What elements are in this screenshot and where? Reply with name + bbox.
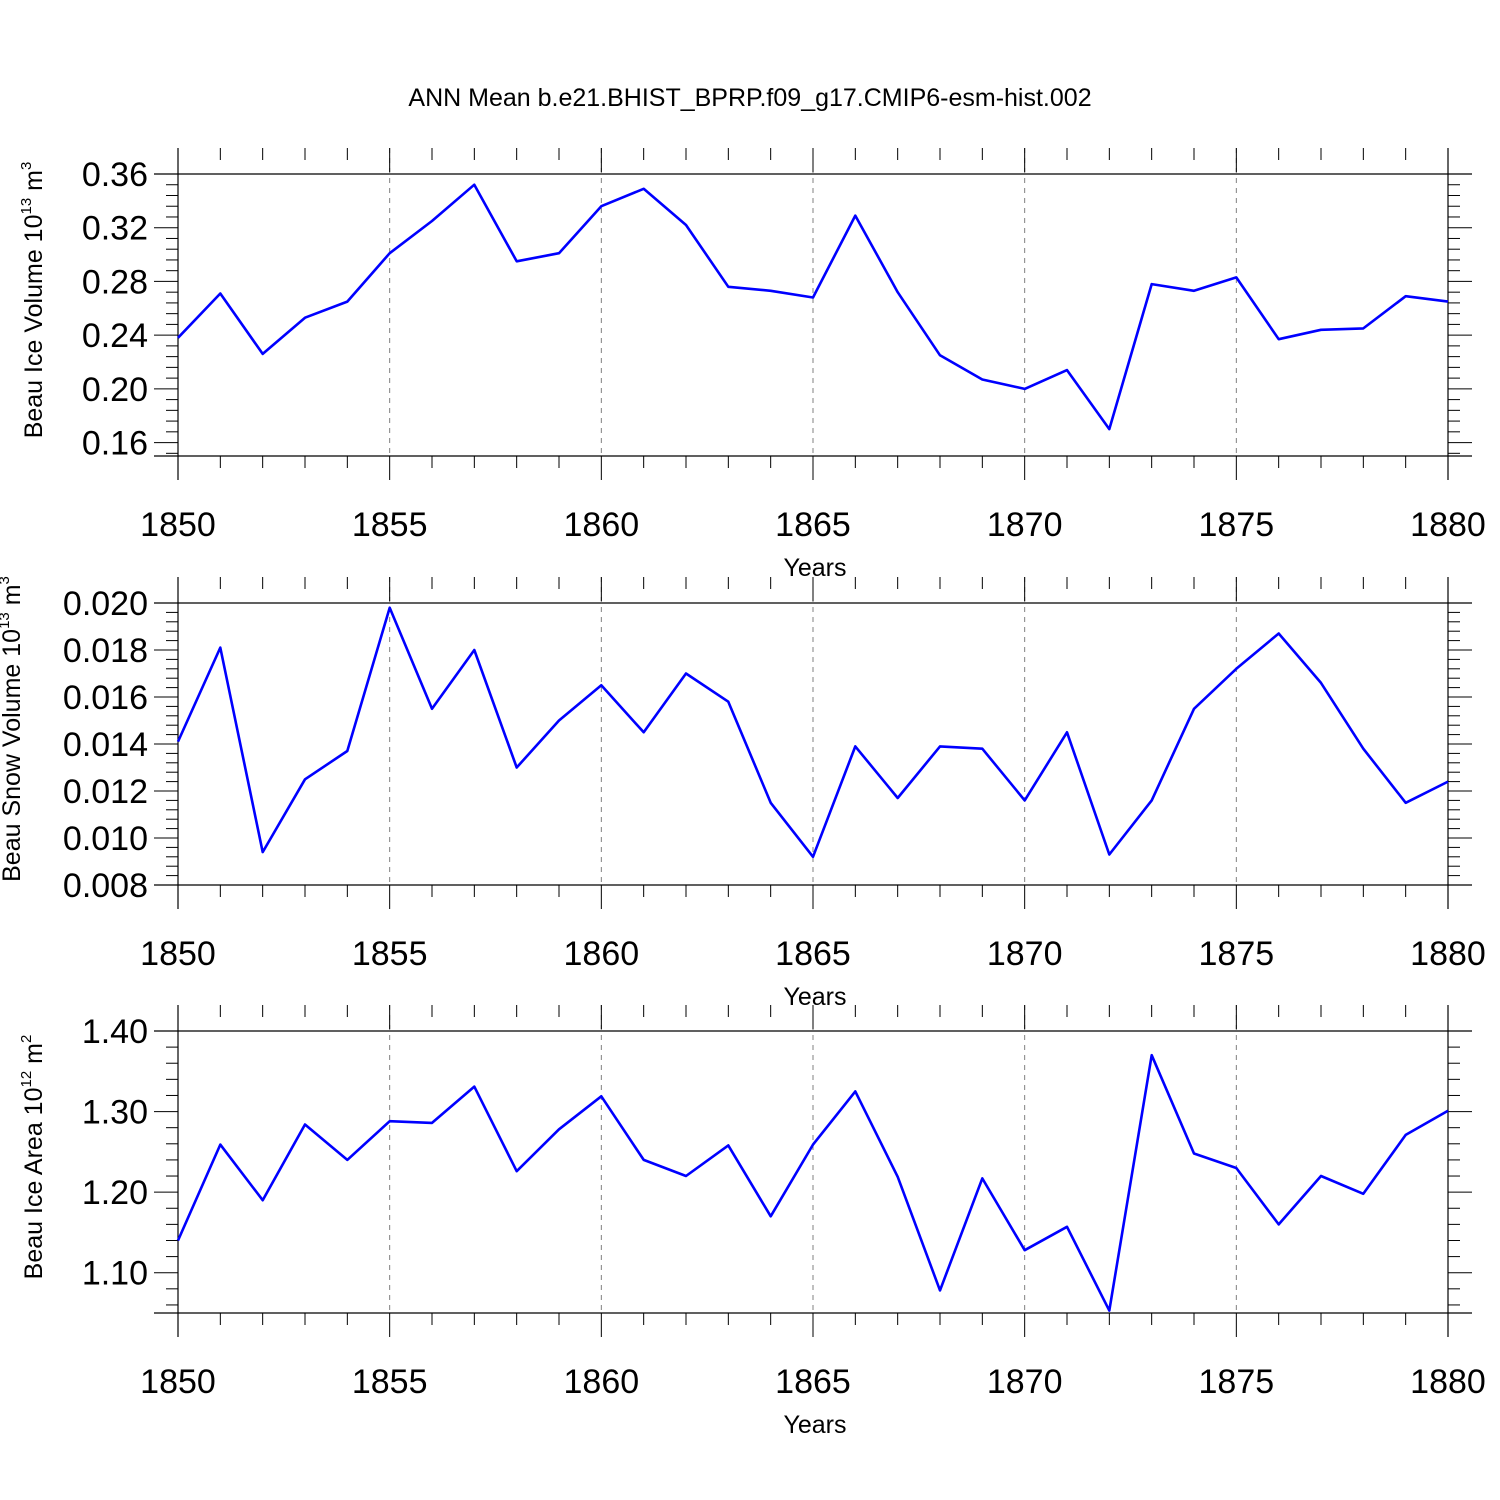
x-tick-label: 1860 [564, 506, 640, 544]
x-tick-label: 1880 [1410, 506, 1486, 544]
y-axis-unit-suffix-exp: 2 [18, 1035, 35, 1043]
y-axis-unit-base: 10 [0, 629, 26, 657]
y-tick-label: 1.10 [82, 1255, 148, 1293]
x-tick-label: 1860 [564, 1363, 640, 1401]
data-line-1 [177, 183, 1449, 431]
y-axis-title-label: Beau Snow Volume [0, 657, 26, 882]
x-axis-title: Years [783, 983, 846, 1011]
x-tick-label: 1860 [564, 935, 640, 973]
y-tick-label: 0.16 [82, 425, 148, 463]
y-axis-unit-suffix-exp: 3 [18, 162, 35, 170]
data-line-3 [176, 1053, 1449, 1312]
x-tick-label: 1855 [352, 506, 428, 544]
y-tick-label: 0.36 [82, 156, 148, 194]
x-tick-label: 1865 [775, 935, 851, 973]
x-tick-label: 1855 [352, 1363, 428, 1401]
x-tick-label: 1865 [775, 1363, 851, 1401]
x-tick-label: 1865 [775, 506, 851, 544]
y-axis-unit-exp: 12 [18, 1071, 35, 1088]
x-tick-label: 1875 [1199, 1363, 1275, 1401]
data-line-2 [176, 606, 1449, 859]
y-tick-label: 0.010 [63, 820, 148, 858]
y-tick-label: 1.30 [82, 1094, 148, 1132]
x-tick-label: 1855 [352, 935, 428, 973]
x-tick-label: 1880 [1410, 1363, 1486, 1401]
x-tick-label: 1850 [140, 935, 216, 973]
y-axis-title: Beau Ice Area 1012 m2 [18, 1035, 48, 1280]
x-tick-label: 1870 [987, 935, 1063, 973]
y-axis-unit-base: 10 [20, 1087, 48, 1115]
y-axis-unit-suffix: m [0, 584, 26, 612]
x-tick-label: 1850 [140, 506, 216, 544]
y-axis-unit-exp: 13 [18, 198, 35, 215]
panel-3: 1.10 1.20 1.30 1.40 1850 1855 1860 1865 1870 1875… [18, 1005, 1486, 1439]
y-axis-unit-suffix: m [20, 170, 48, 198]
y-axis-title: Beau Snow Volume 1013 m3 [0, 576, 26, 882]
x-tick-label: 1880 [1410, 935, 1486, 973]
y-tick-label: 1.20 [82, 1174, 148, 1212]
x-tick-label: 1870 [987, 506, 1063, 544]
x-tick-label: 1850 [140, 1363, 216, 1401]
x-axis-title: Years [783, 1411, 846, 1439]
y-axis-unit-suffix: m [20, 1043, 48, 1071]
y-tick-label: 0.018 [63, 632, 148, 670]
y-tick-label: 0.014 [63, 726, 148, 764]
y-tick-label: 0.012 [63, 773, 148, 811]
y-axis-title-label: Beau Ice Volume [20, 242, 48, 438]
y-axis-unit-suffix-exp: 3 [0, 576, 13, 584]
x-tick-label: 1875 [1199, 935, 1275, 973]
panel-2: 0.008 0.010 0.012 0.014 0.016 0.018 0.020 1850 1… [0, 576, 1486, 1011]
y-tick-label: 0.016 [63, 679, 148, 717]
y-tick-label: 1.40 [82, 1013, 148, 1051]
y-axis-unit-exp: 13 [0, 612, 13, 629]
y-tick-label: 0.020 [63, 585, 148, 623]
y-tick-label: 0.24 [82, 317, 148, 355]
y-axis-title: Beau Ice Volume 1013 m3 [18, 162, 48, 439]
y-tick-label: 0.008 [63, 867, 148, 905]
y-tick-label: 0.32 [82, 210, 148, 248]
y-axis-unit-base: 10 [20, 215, 48, 243]
x-tick-label: 1870 [987, 1363, 1063, 1401]
panel-1: 0.16 0.20 0.24 0.28 0.32 0.36 1850 1855 1860 1865… [18, 148, 1486, 582]
x-tick-label: 1875 [1199, 506, 1275, 544]
y-tick-label: 0.28 [82, 263, 148, 301]
y-tick-label: 0.20 [82, 371, 148, 409]
x-axis-title: Years [783, 554, 846, 582]
y-axis-title-label: Beau Ice Area [20, 1115, 48, 1279]
chart-title: ANN Mean b.e21.BHIST_BPRP.f09_g17.CMIP6-… [408, 84, 1092, 112]
